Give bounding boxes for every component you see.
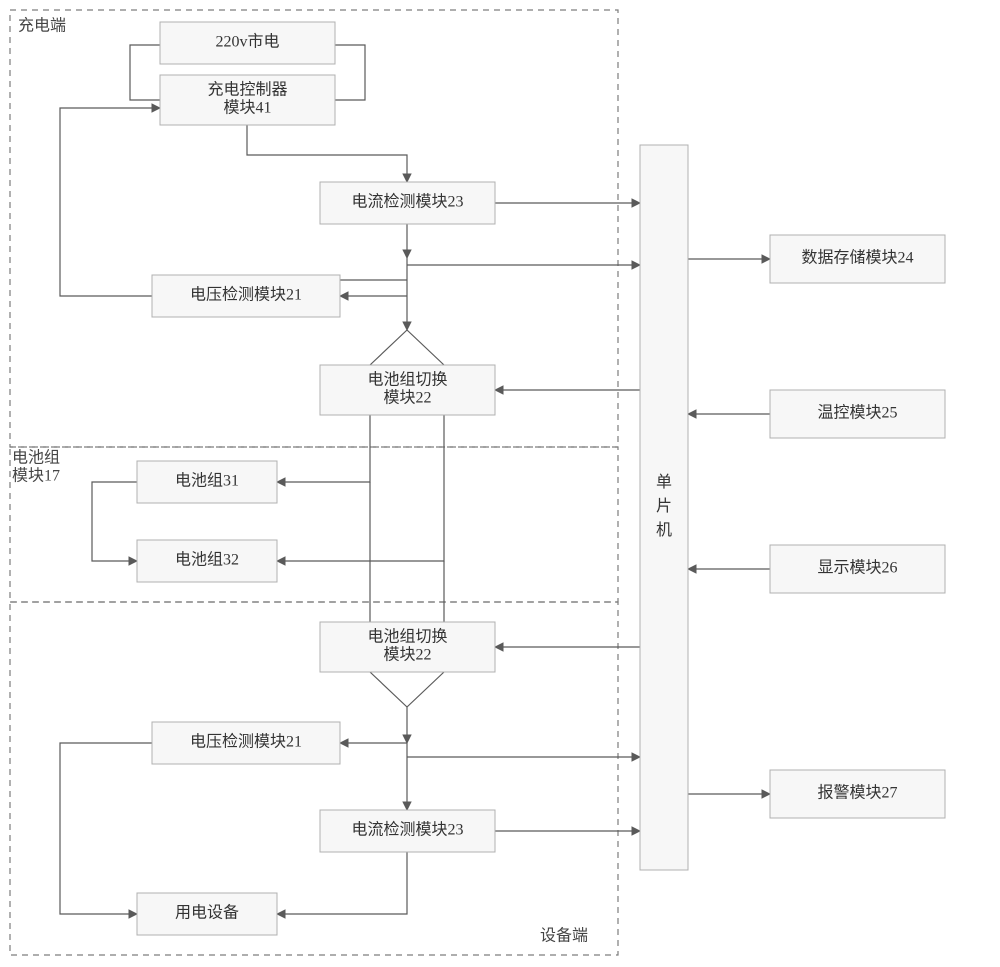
connection (407, 672, 444, 707)
connection (92, 482, 137, 561)
node-alarm-label: 报警模块27 (817, 784, 897, 802)
node-sw1-label: 电池组切换 (367, 371, 447, 389)
node-load-label: 用电设备 (175, 904, 239, 922)
node-temp: 温控模块25 (770, 390, 945, 438)
sec-device-label: 设备端 (540, 926, 588, 944)
node-bat31: 电池组31 (137, 461, 277, 503)
node-mcu-label: 片 (656, 497, 672, 515)
node-cur1-label: 电流检测模块23 (351, 193, 463, 211)
node-disp: 显示模块26 (770, 545, 945, 593)
node-load: 用电设备 (137, 893, 277, 935)
connection (335, 45, 365, 100)
connection (277, 415, 444, 561)
node-volt1-label: 电压检测模块21 (190, 286, 302, 304)
node-cur2: 电流检测模块23 (320, 810, 495, 852)
node-mcu-label: 机 (656, 521, 672, 539)
node-mains: 220v市电 (160, 22, 335, 64)
node-volt1: 电压检测模块21 (152, 275, 340, 317)
node-sw1: 电池组切换模块22 (320, 365, 495, 415)
node-mains-label: 220v市电 (215, 33, 279, 51)
connection (247, 125, 407, 182)
sec-charge-label: 充电端 (18, 16, 66, 34)
node-bat31-label: 电池组31 (175, 472, 239, 490)
node-bat32-label: 电池组32 (175, 551, 239, 569)
connection (60, 743, 152, 914)
diagram-canvas: 充电端电池组模块17设备端220v市电充电控制器模块41电流检测模块23电压检测… (0, 0, 1000, 967)
node-charger-label: 模块41 (223, 99, 271, 117)
node-charger: 充电控制器模块41 (160, 75, 335, 125)
connection (60, 108, 160, 296)
node-cur1: 电流检测模块23 (320, 182, 495, 224)
node-cur2-label: 电流检测模块23 (351, 821, 463, 839)
connection (277, 852, 407, 914)
node-bat32: 电池组32 (137, 540, 277, 582)
node-sw2-label: 电池组切换 (367, 628, 447, 646)
connection (370, 330, 407, 365)
node-volt2: 电压检测模块21 (152, 722, 340, 764)
node-mcu-label: 单 (656, 473, 672, 491)
connection (277, 415, 370, 482)
node-store: 数据存储模块24 (770, 235, 945, 283)
node-temp-label: 温控模块25 (817, 404, 897, 422)
node-volt2-label: 电压检测模块21 (190, 733, 302, 751)
connection (407, 330, 444, 365)
node-mcu: 单片机 (640, 145, 688, 870)
node-sw2: 电池组切换模块22 (320, 622, 495, 672)
sec-battery-label: 模块17 (12, 466, 60, 484)
node-store-label: 数据存储模块24 (801, 249, 913, 267)
node-disp-label: 显示模块26 (817, 559, 897, 577)
connection (370, 672, 407, 707)
sec-battery-label: 电池组 (12, 448, 60, 466)
node-charger-label: 充电控制器 (207, 81, 287, 99)
node-sw2-label: 模块22 (383, 646, 431, 664)
sec-device (10, 602, 618, 955)
connection (130, 45, 160, 100)
node-alarm: 报警模块27 (770, 770, 945, 818)
node-sw1-label: 模块22 (383, 389, 431, 407)
sec-battery (10, 447, 618, 602)
